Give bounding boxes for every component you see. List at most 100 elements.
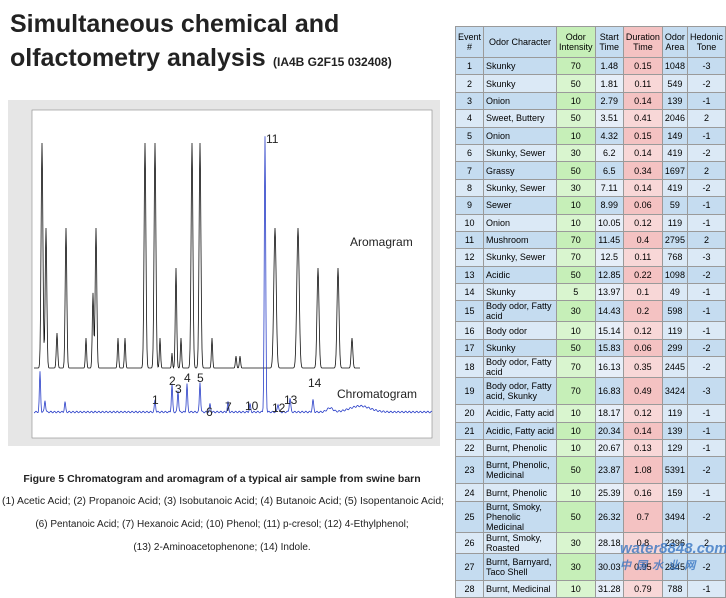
table-cell: 1697 [661, 161, 688, 180]
table-cell: -1 [686, 483, 726, 502]
table-cell: -2 [686, 356, 726, 379]
table-cell: 11.45 [594, 230, 624, 250]
table-cell: 0.13 [622, 439, 663, 458]
table-cell: 19 [454, 377, 485, 406]
watermark: water8848.com 中 国 水 业 网 [620, 540, 726, 573]
table-row: 11 Mushroom 70 11.45 0.4 2795 2 [454, 230, 726, 250]
table-cell: 27 [454, 552, 485, 581]
table-cell: 768 [661, 248, 688, 267]
table-row: 28 Burnt, Medicinal 10 31.28 0.79 788 -1 [454, 579, 726, 598]
table-row: 25 Burnt, Smoky, Phenolic Medicinal 50 26.3… [454, 500, 726, 533]
header-cell: Odor Intensity [556, 26, 596, 58]
table-cell: -3 [686, 377, 726, 406]
peak-label: 12 [272, 401, 286, 415]
table-cell: 1 [454, 56, 485, 76]
peak-label: 4 [184, 371, 191, 385]
table-cell: -3 [686, 248, 726, 267]
table-cell: Acidic [483, 265, 558, 285]
table-cell: -2 [686, 178, 726, 198]
table-cell: 16 [454, 321, 485, 340]
table-cell: -2 [686, 74, 726, 93]
table-cell: 0.11 [622, 74, 663, 93]
traces [33, 136, 433, 414]
table-cell: Grassy [483, 161, 558, 180]
table-cell: 139 [661, 421, 688, 441]
table-row: 1 Skunky 70 1.48 0.15 1048 -3 [454, 56, 726, 76]
table-cell: 0.8 [622, 531, 663, 554]
table-cell: 1.81 [594, 74, 624, 93]
table-cell: 549 [661, 74, 688, 93]
table-cell: -2 [686, 552, 726, 581]
table-cell: 419 [661, 143, 688, 163]
table-row: 15 Body odor, Fatty acid 30 14.43 0.2 598 -1 [454, 300, 726, 323]
table-cell: 0.35 [622, 356, 663, 379]
table-cell: 18 [454, 356, 485, 379]
table-cell: 3494 [661, 500, 688, 533]
table-cell: 119 [661, 404, 688, 423]
table-cell: 0.34 [622, 161, 663, 180]
table-cell: 70 [556, 356, 596, 379]
table-cell: 70 [556, 248, 596, 267]
watermark-text: water8848.com [620, 540, 726, 557]
table-cell: 598 [661, 300, 688, 323]
table-cell: 30 [556, 552, 596, 581]
table-cell: -1 [686, 283, 726, 302]
table-row: 10 Onion 10 10.05 0.12 119 -1 [454, 213, 726, 232]
header-row: Event # Odor Character Odor Intensity Start… [454, 26, 726, 58]
table-cell: 11 [454, 230, 485, 250]
header-cell: Duration Time [622, 26, 663, 58]
table-row: 6 Skunky, Sewer 30 6.2 0.14 419 -2 [454, 143, 726, 163]
table-cell: 14 [454, 283, 485, 302]
peak-label: 1 [152, 393, 159, 407]
table-cell: -1 [686, 421, 726, 441]
table-cell: 0.1 [622, 283, 663, 302]
table-row: 13 Acidic 50 12.85 0.22 1098 -2 [454, 265, 726, 285]
table-cell: 149 [661, 126, 688, 145]
table-cell: Skunky, Sewer [483, 178, 558, 198]
table-row: 17 Skunky 50 15.83 0.06 299 -2 [454, 338, 726, 358]
table-row: 14 Skunky 5 13.97 0.1 49 -1 [454, 283, 726, 302]
table-cell: 3.51 [594, 109, 624, 128]
table-cell: -1 [686, 579, 726, 598]
table-cell: Skunky, Sewer [483, 248, 558, 267]
table-cell: Acidic, Fatty acid [483, 404, 558, 423]
table-row: 18 Body odor, Fatty acid 70 16.13 0.35 2445 -2 [454, 356, 726, 379]
table-cell: 0.06 [622, 338, 663, 358]
table-cell: 2 [686, 531, 726, 554]
table-cell: 26.32 [594, 500, 624, 533]
table-cell: 10 [556, 483, 596, 502]
table-cell: 20.34 [594, 421, 624, 441]
table-cell: 50 [556, 500, 596, 533]
table-cell: Skunky [483, 338, 558, 358]
table-cell: Burnt, Phenolic [483, 439, 558, 458]
table-cell: -2 [686, 143, 726, 163]
table-cell: 0.12 [622, 404, 663, 423]
table-cell: 13.97 [594, 283, 624, 302]
table-cell: 7 [454, 161, 485, 180]
table-cell: Body odor, Fatty acid, Skunky [483, 377, 558, 406]
table-cell: 1.48 [594, 56, 624, 76]
table-cell: -3 [686, 56, 726, 76]
table-cell: 20 [454, 404, 485, 423]
table-cell: 2845 [661, 552, 688, 581]
table-cell: 12.85 [594, 265, 624, 285]
table-cell: 2 [686, 161, 726, 180]
table-cell: 10 [556, 404, 596, 423]
table-row: 23 Burnt, Phenolic, Medicinal 50 23.87 1.08 5… [454, 456, 726, 485]
table-cell: 2 [454, 74, 485, 93]
table-cell: 159 [661, 483, 688, 502]
table-cell: 10 [556, 321, 596, 340]
table-cell: Burnt, Smoky, Phenolic Medicinal [483, 500, 558, 533]
table-cell: 50 [556, 265, 596, 285]
table-cell: Sweet, Buttery [483, 109, 558, 128]
chromatogram-trace [33, 136, 433, 414]
table-row: 9 Sewer 10 8.99 0.06 59 -1 [454, 196, 726, 215]
table-row: 21 Acidic, Fatty acid 10 20.34 0.14 139 -1 [454, 421, 726, 441]
table-cell: -1 [686, 213, 726, 232]
peak-label: 3 [175, 382, 182, 396]
table-cell: 24 [454, 483, 485, 502]
table-cell: 10.05 [594, 213, 624, 232]
table-cell: 2396 [661, 531, 688, 554]
peak-label: 2 [169, 374, 176, 388]
table-cell: 0.41 [622, 109, 663, 128]
